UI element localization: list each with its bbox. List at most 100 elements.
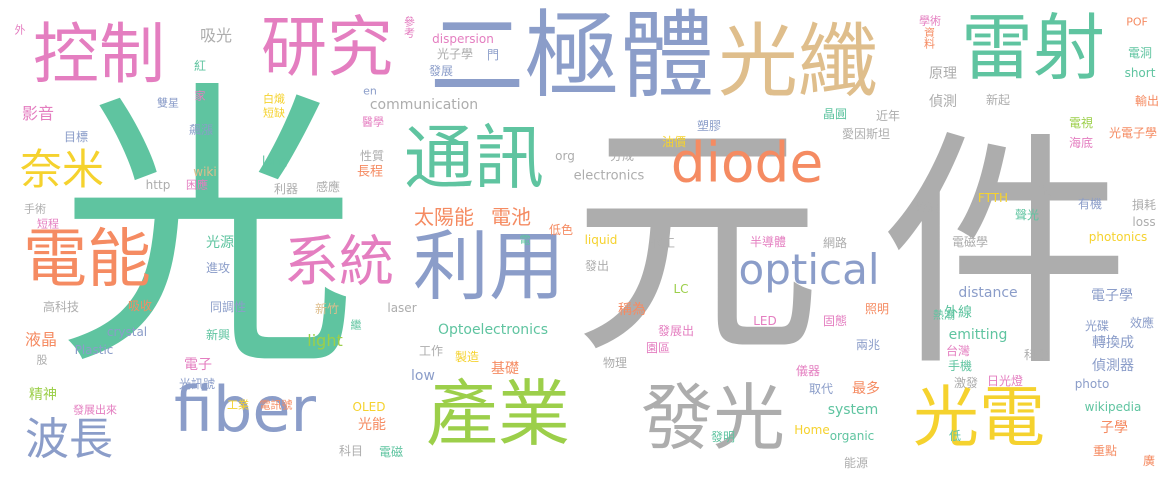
word-focus: 重點 bbox=[1092, 444, 1118, 458]
word-instrument: 儀器 bbox=[795, 364, 821, 378]
word-craze: 熱潮 bbox=[933, 308, 955, 322]
word-loss: loss bbox=[1132, 215, 1156, 229]
word-foundation: 基礎 bbox=[491, 361, 519, 377]
word-medicine: 醫學 bbox=[362, 115, 384, 129]
word-control: 控制 bbox=[33, 16, 165, 93]
word-fiber: fiber bbox=[173, 373, 317, 446]
word-principle: 原理 bbox=[929, 66, 957, 82]
word-electromagnetic: 電磁 bbox=[378, 445, 404, 459]
word-oled: OLED bbox=[352, 400, 386, 414]
word-gate: 門 bbox=[486, 48, 500, 62]
word-invention: 發明 bbox=[710, 430, 736, 444]
word-work: 工作 bbox=[418, 344, 444, 358]
word-diode-zh: 二極體 bbox=[429, 1, 715, 112]
word-scatter: 散 bbox=[1038, 184, 1052, 198]
word-developed: 發展出來 bbox=[73, 403, 117, 417]
word-divide: 分成 bbox=[609, 149, 635, 163]
word-crystal: crystal bbox=[106, 325, 148, 339]
word-emerging: 新興 bbox=[205, 328, 231, 342]
word-property: 性質 bbox=[359, 149, 385, 163]
word-sub-science: 子學 bbox=[1100, 420, 1128, 436]
word-broad: 廣 bbox=[1142, 454, 1156, 468]
word-light-source: 光源 bbox=[206, 235, 234, 251]
word-high-tech: 高科技 bbox=[42, 300, 80, 314]
word-spirit: 精神 bbox=[29, 387, 57, 403]
word-system: system bbox=[827, 402, 879, 418]
word-fluorescent: 日光燈 bbox=[986, 374, 1024, 388]
word-emit-light: 發光 bbox=[640, 376, 786, 460]
word-organic-zh: 有機 bbox=[1077, 197, 1103, 211]
word-detect: 偵測 bbox=[929, 94, 957, 110]
word-plastic-zh: 塑膠 bbox=[696, 119, 722, 133]
word-network: 網路 bbox=[822, 236, 848, 250]
word-laser-zh: 雷射 bbox=[960, 6, 1106, 90]
word-attack: 進攻 bbox=[205, 261, 231, 275]
word-incandescent: 白熾 bbox=[263, 92, 285, 106]
word-taiwan: 台灣 bbox=[945, 344, 971, 358]
word-pof: POF bbox=[1126, 15, 1148, 29]
word-plastic: Plastic bbox=[74, 343, 114, 357]
word-recent-years: 近年 bbox=[875, 109, 901, 123]
word-stock: 股 bbox=[36, 353, 48, 367]
word-developed-out: 發展出 bbox=[657, 324, 695, 338]
word-subject: 科目 bbox=[338, 444, 364, 458]
word-long: long bbox=[262, 154, 288, 168]
word-short: short bbox=[1124, 66, 1156, 80]
word-target: 目標 bbox=[63, 130, 89, 144]
word-oil-price: 油價 bbox=[661, 135, 687, 149]
word-coherence: 同調性 bbox=[209, 300, 247, 314]
word-loss-zh: 損耗 bbox=[1131, 198, 1157, 212]
word-absorb: 吸收 bbox=[127, 299, 153, 313]
word-electromagnetics: 電磁學 bbox=[951, 235, 989, 249]
word-communication: communication bbox=[369, 97, 479, 113]
word-short-range: 短程 bbox=[37, 217, 59, 231]
word-optoelectronics: Optoelectronics bbox=[437, 322, 549, 338]
word-optical: optical bbox=[738, 245, 880, 294]
word-dispersion: dispersion bbox=[432, 32, 494, 46]
word-illumination: 照明 bbox=[864, 302, 890, 316]
word-solar-energy: 太陽能 bbox=[414, 205, 474, 229]
word-mobile-phone: 手機 bbox=[947, 359, 973, 373]
word-wiki: wiki bbox=[193, 165, 217, 179]
word-av: 影音 bbox=[21, 104, 55, 123]
word-hsinchu: 新竹 bbox=[314, 302, 340, 316]
word-absorb-light: 吸光 bbox=[199, 26, 233, 45]
word-optoelectronics-zh: 光電子學 bbox=[1108, 126, 1158, 140]
word-optoelectric: 光電 bbox=[913, 379, 1045, 456]
word-wavelength: 波長 bbox=[25, 414, 113, 465]
word-battery: 電池 bbox=[491, 205, 531, 229]
word-optical-fiber-zh: 光纖 bbox=[718, 15, 878, 108]
word-industry: 產業 bbox=[425, 372, 571, 456]
word-long-range: 長程 bbox=[356, 164, 384, 180]
word-manufacture: 製造 bbox=[454, 350, 480, 364]
word-wikipedia: wikipedia bbox=[1084, 400, 1142, 414]
word-jian: 件 bbox=[880, 109, 1130, 400]
word-nano: 奈米 bbox=[19, 145, 105, 194]
word-industrial: 工業 bbox=[227, 398, 249, 412]
word-academic: 學術 bbox=[919, 14, 941, 28]
word-effect: 效應 bbox=[1129, 316, 1155, 330]
word-double-star: 雙星 bbox=[157, 96, 179, 110]
word-soar: 飆漲 bbox=[188, 123, 214, 137]
word-called: 稱為 bbox=[618, 302, 646, 318]
word-two-trillion: 兩兆 bbox=[855, 338, 881, 352]
word-photo: photo bbox=[1074, 377, 1110, 391]
word-emitting: emitting bbox=[948, 327, 1008, 343]
word-home-zh: 家 bbox=[194, 89, 206, 103]
word-solid-state: 固態 bbox=[822, 314, 848, 328]
word-http: http bbox=[145, 178, 171, 192]
word-low-color: 低色 bbox=[548, 223, 574, 237]
word-trouble: 困應 bbox=[186, 178, 208, 192]
word-electricity: 電 bbox=[519, 233, 531, 247]
word-most: 最多 bbox=[852, 381, 880, 397]
word-led: LED bbox=[753, 314, 777, 328]
word-photonics: photonics bbox=[1088, 230, 1148, 244]
word-output: 輸出 bbox=[1134, 94, 1160, 108]
word-oem: 代工 bbox=[650, 236, 676, 250]
word-acousto-optic: 聲光 bbox=[1014, 208, 1040, 222]
word-develop: 發展 bbox=[428, 64, 454, 78]
word-wafer: 晶圓 bbox=[822, 107, 848, 121]
word-semiconductor: 半導體 bbox=[749, 235, 787, 249]
word-en: en bbox=[363, 84, 377, 98]
